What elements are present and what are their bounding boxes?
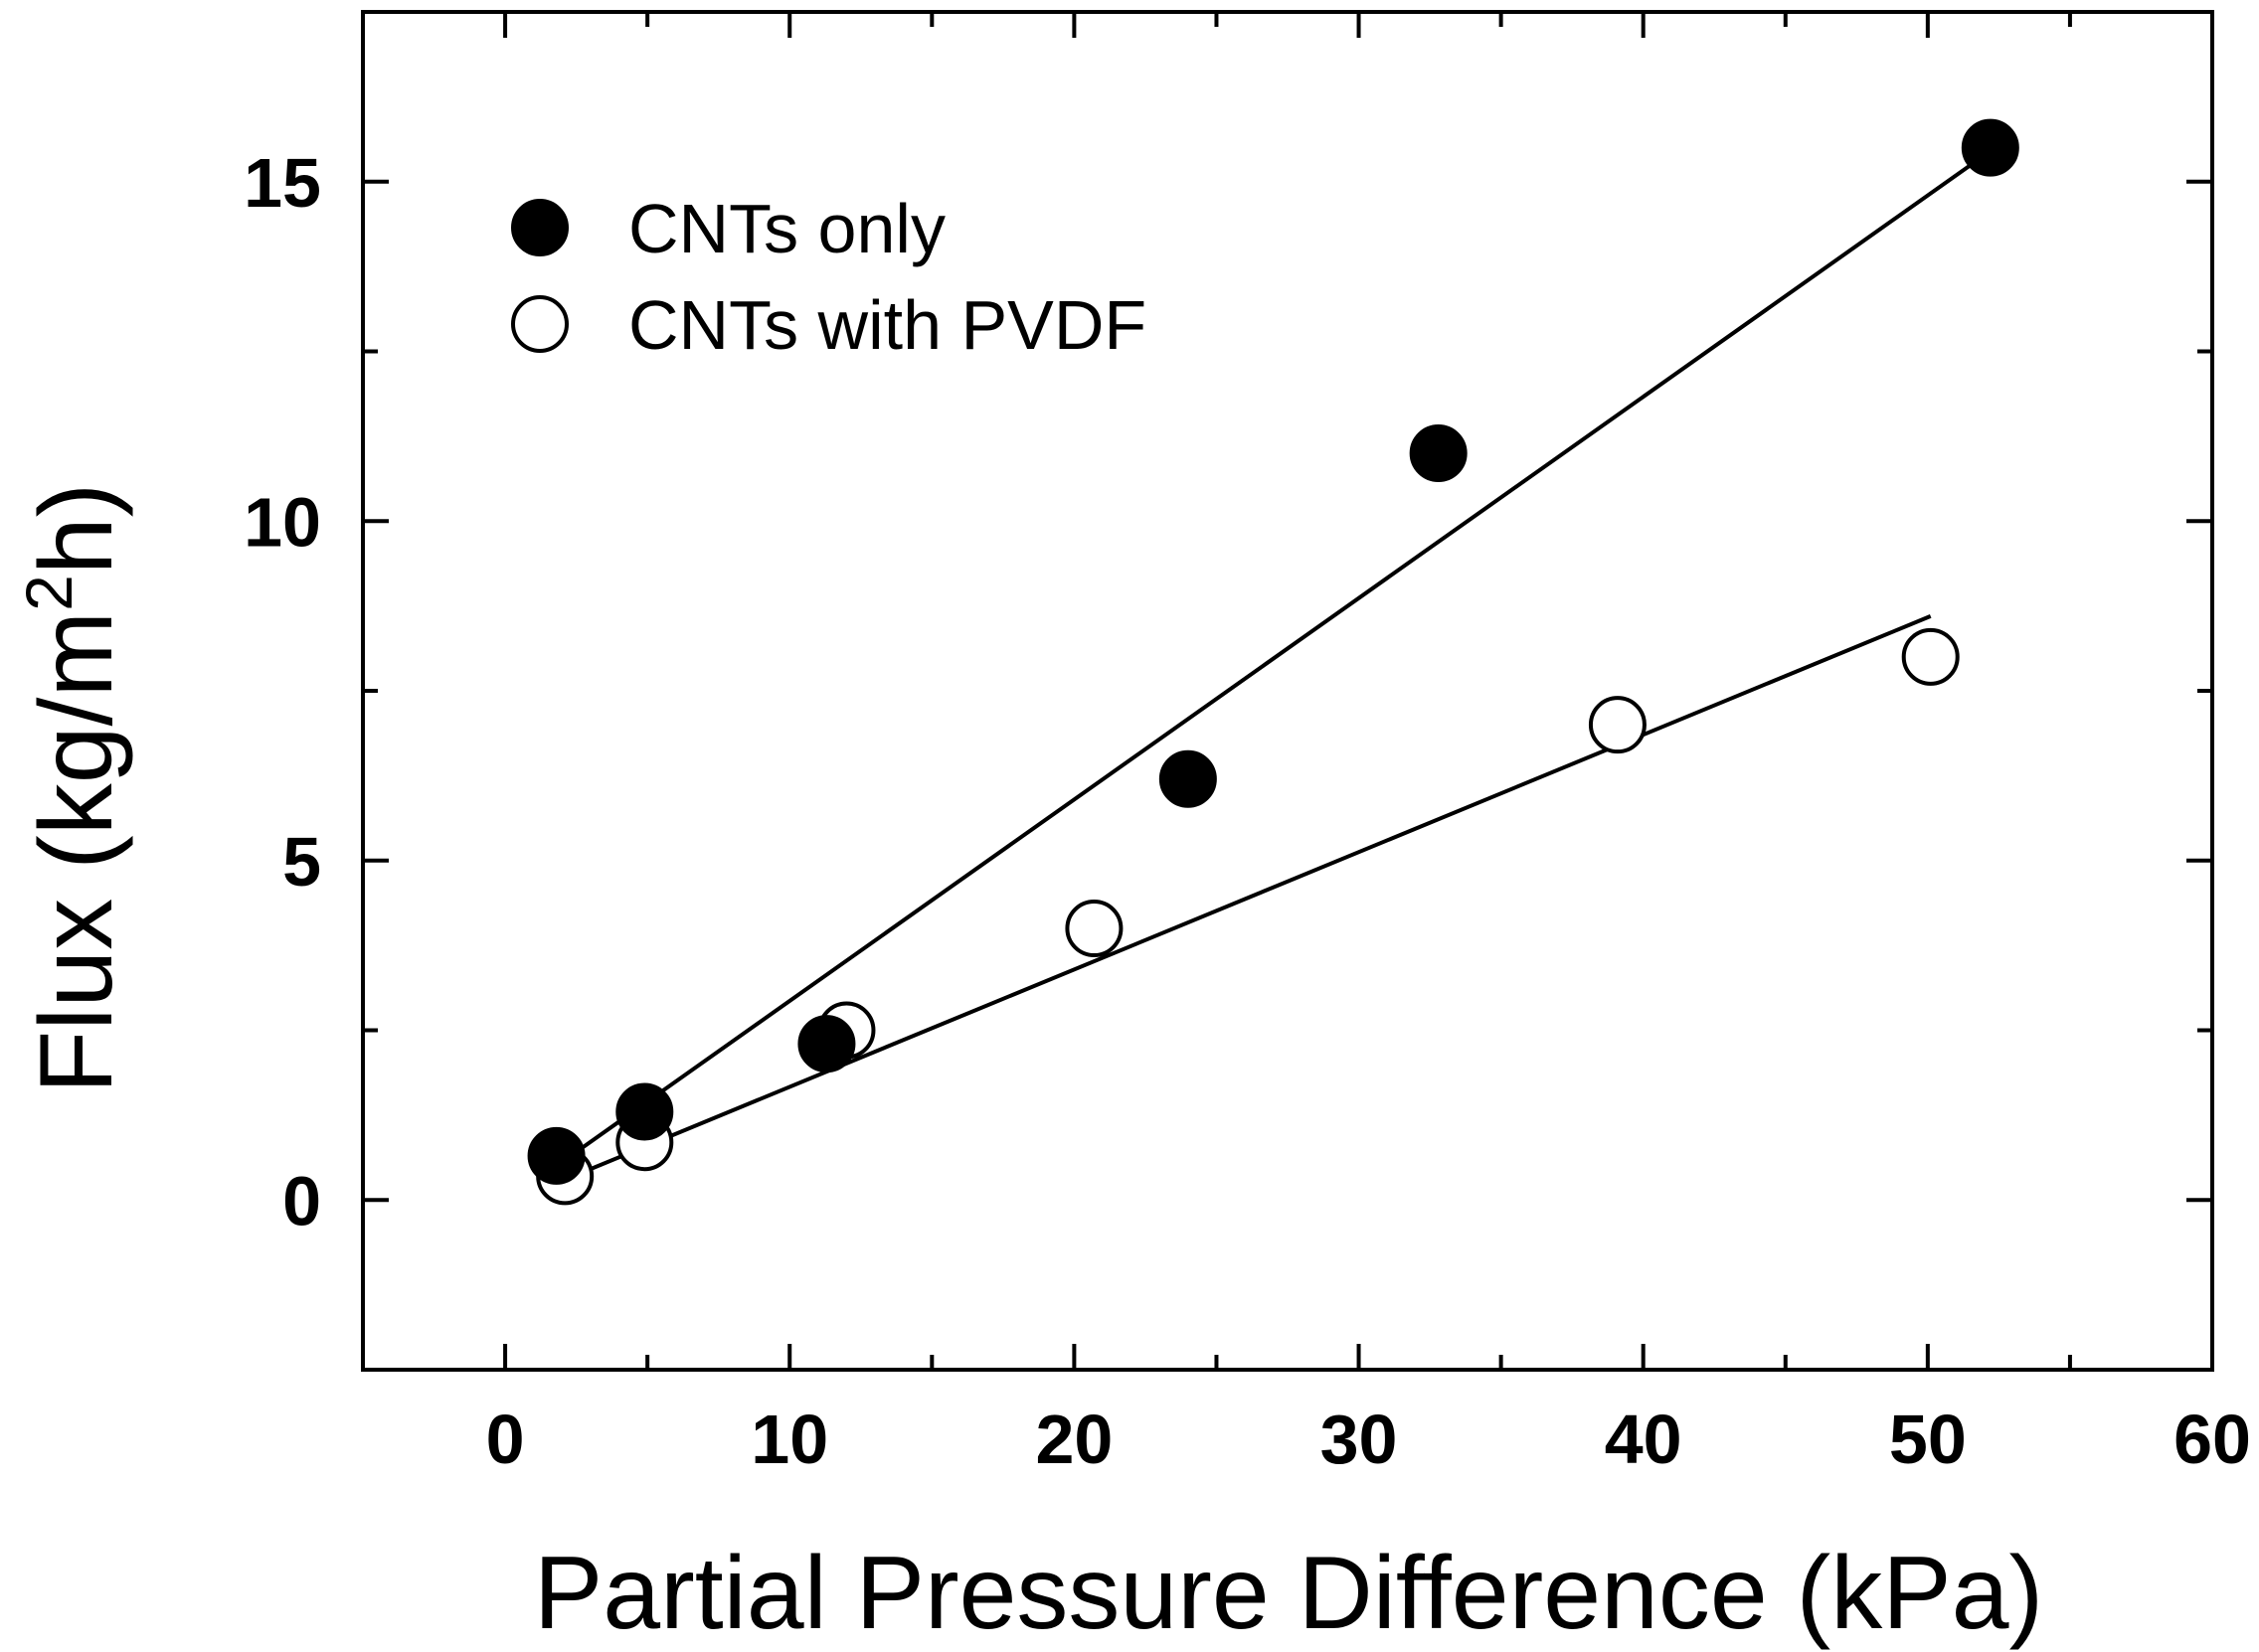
open-data-point [1901, 627, 1960, 686]
fit-line-series-1 [555, 149, 1992, 1168]
y-tick-label: 15 [244, 144, 321, 222]
filled-data-point [1409, 423, 1468, 482]
legend-label: CNTs with PVDF [628, 286, 1146, 364]
open-data-point [1588, 696, 1647, 754]
filled-data-point [1158, 749, 1217, 808]
filled-data-point [1961, 118, 2019, 177]
x-tick-label: 30 [1320, 1401, 1398, 1478]
y-axis-label: Flux (kg/m2h) [12, 483, 134, 1094]
filled-data-point [797, 1015, 856, 1074]
fit-line-series-2 [564, 614, 1932, 1182]
y-axis-label-superscript: 2 [12, 575, 86, 611]
x-tick-label: 50 [1889, 1401, 1967, 1478]
x-tick-label: 40 [1605, 1401, 1682, 1478]
open-data-point [1065, 900, 1124, 958]
y-axis-label-prefix: Flux (kg/m [19, 611, 134, 1093]
y-tick-label: 0 [282, 1162, 321, 1239]
x-tick-label: 20 [1035, 1401, 1113, 1478]
y-tick-label: 10 [244, 483, 321, 561]
legend-marker [511, 295, 569, 353]
filled-data-point [615, 1082, 674, 1141]
legend-label: CNTs only [628, 190, 946, 267]
y-axis-label-suffix: h) [19, 483, 134, 575]
x-tick-label: 10 [751, 1401, 828, 1478]
x-axis-label: Partial Pressure Difference (kPa) [534, 1536, 2043, 1651]
y-tick-label: 5 [282, 823, 321, 901]
x-tick-label: 60 [2173, 1401, 2251, 1478]
x-tick-label: 0 [486, 1401, 525, 1478]
legend-marker [511, 199, 569, 256]
filled-data-point [527, 1126, 586, 1185]
